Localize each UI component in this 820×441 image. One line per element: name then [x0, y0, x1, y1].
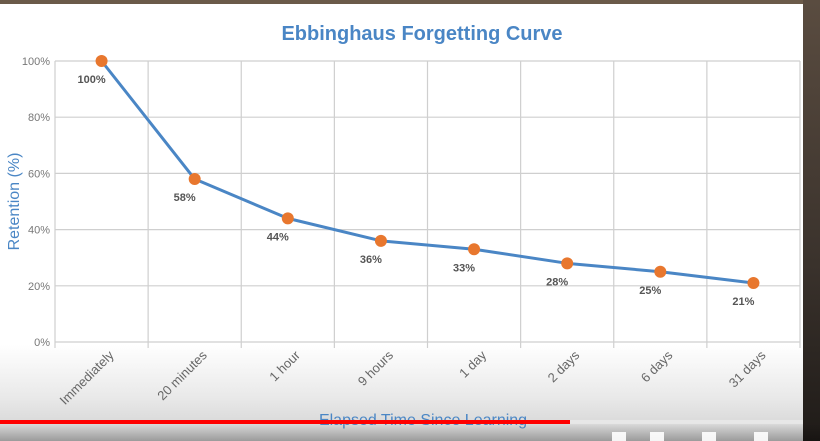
x-tick-label: 1 day: [456, 347, 489, 380]
data-point: [561, 257, 574, 270]
fullscreen-icon[interactable]: [754, 432, 768, 441]
background-strip-right: [803, 0, 820, 441]
y-tick-label: 80%: [28, 112, 50, 124]
data-label: 44%: [267, 231, 289, 243]
y-tick-label: 20%: [28, 281, 50, 293]
y-tick-label: 40%: [28, 225, 50, 237]
forgetting-curve-chart: Ebbinghaus Forgetting Curve 0% 20% 40% 60% 80…: [6, 23, 801, 429]
data-point: [468, 243, 481, 256]
slide-background: [0, 4, 803, 441]
miniplayer-icon[interactable]: [650, 432, 664, 441]
data-label: 33%: [453, 262, 475, 274]
y-tick-label: 60%: [28, 168, 50, 180]
settings-icon[interactable]: [612, 432, 626, 441]
theater-icon[interactable]: [702, 432, 716, 441]
series-line: [100, 60, 754, 285]
y-tick-label: 100%: [22, 56, 50, 68]
data-point: [95, 55, 108, 67]
x-tick-label: 2 days: [545, 347, 583, 385]
x-tick-label: 1 hour: [266, 347, 303, 384]
data-point: [281, 212, 294, 225]
y-tick-label: 0%: [34, 337, 50, 349]
data-point: [374, 234, 387, 247]
x-tick-label: 6 days: [638, 347, 676, 385]
x-tick-label: 20 minutes: [154, 347, 210, 403]
player-controls-overlay: [0, 424, 820, 441]
data-label: 100%: [77, 74, 105, 86]
data-point: [654, 265, 667, 278]
data-point: [188, 173, 201, 186]
progress-fill[interactable]: [0, 420, 571, 424]
data-label: 28%: [546, 276, 568, 288]
background-strip-top: [0, 0, 820, 4]
x-tick-label: Immediately: [57, 347, 118, 408]
y-axis-label: Retention (%): [6, 153, 23, 251]
data-label: 25%: [639, 285, 661, 297]
data-label: 21%: [732, 296, 754, 308]
data-label: 58%: [174, 192, 196, 204]
x-tick-label: 9 hours: [355, 347, 397, 389]
data-point: [747, 276, 760, 289]
data-label: 36%: [360, 254, 382, 266]
x-tick-label: 31 days: [726, 347, 769, 390]
chart-title: Ebbinghaus Forgetting Curve: [281, 23, 562, 45]
